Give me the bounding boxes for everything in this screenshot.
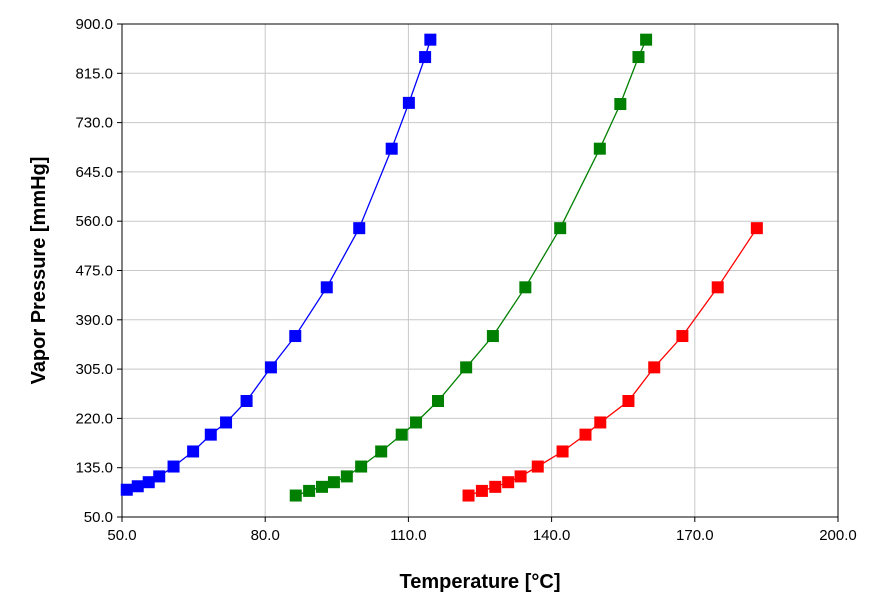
data-point-marker (289, 489, 302, 502)
data-point-marker (316, 480, 329, 493)
series-3 (462, 222, 763, 502)
data-point-marker (355, 460, 368, 473)
x-tick-label: 140.0 (533, 527, 571, 544)
series-1 (120, 33, 437, 496)
data-point-marker (220, 416, 233, 429)
data-point-marker (187, 445, 200, 458)
data-point-marker (340, 470, 353, 483)
data-point-marker (410, 416, 423, 429)
data-point-marker (632, 51, 645, 64)
data-point-marker (204, 428, 217, 441)
y-tick-label: 560.0 (75, 213, 113, 230)
data-point-marker (240, 395, 253, 407)
data-point-marker (514, 470, 527, 483)
data-point-marker (320, 281, 333, 294)
data-point-marker (554, 222, 567, 235)
data-point-marker (676, 330, 689, 343)
data-point-marker (131, 480, 144, 493)
y-tick-label: 135.0 (75, 460, 113, 477)
data-point-marker (556, 445, 569, 458)
y-tick-label: 645.0 (75, 164, 113, 181)
data-point-marker (375, 445, 388, 458)
y-tick-label: 900.0 (75, 16, 113, 33)
data-point-marker (431, 395, 444, 407)
data-point-marker (395, 428, 408, 441)
data-point-marker (264, 361, 277, 374)
y-tick-label: 475.0 (75, 263, 113, 280)
data-point-marker (579, 428, 592, 441)
data-point-marker (614, 98, 627, 111)
data-point-marker (327, 476, 340, 489)
data-point-marker (120, 483, 133, 496)
series-line (295, 39, 647, 497)
y-axis-ticks: 50.0 135.0 220.0 305.0 390.0 475.0 560.0 645.0 7… (75, 16, 122, 526)
data-point-marker (419, 51, 432, 64)
grid (121, 23, 839, 518)
x-tick-label: 170.0 (676, 527, 714, 544)
y-tick-label: 220.0 (75, 410, 113, 427)
data-point-marker (167, 460, 180, 473)
data-point-marker (594, 416, 607, 429)
y-tick-label: 390.0 (75, 312, 113, 329)
data-point-marker (353, 222, 366, 235)
data-point-marker (519, 281, 532, 294)
data-point-marker (460, 361, 473, 374)
data-point-marker (385, 142, 398, 155)
y-tick-label: 50.0 (84, 509, 113, 526)
data-point-marker (750, 222, 763, 235)
data-point-marker (531, 460, 544, 473)
series-line (126, 39, 432, 491)
x-tick-label: 110.0 (390, 527, 426, 544)
data-point-marker (142, 476, 155, 489)
x-axis-ticks: 50.0 80.0 110.0 140.0 170.0 200.0 (107, 517, 857, 544)
data-point-marker (593, 142, 606, 155)
data-point-marker (622, 395, 635, 407)
y-axis-title: Vapor Pressure [mmHg] (28, 157, 50, 385)
data-point-marker (648, 361, 661, 374)
data-point-marker (475, 484, 488, 497)
data-point-marker (402, 96, 415, 109)
series-group (120, 33, 763, 502)
data-point-marker (153, 470, 166, 483)
data-point-marker (486, 330, 499, 343)
x-tick-label: 50.0 (107, 527, 136, 544)
data-point-marker (303, 484, 316, 497)
y-tick-label: 730.0 (75, 115, 113, 132)
data-point-marker (462, 489, 475, 502)
series-2 (289, 33, 653, 502)
data-point-marker (502, 476, 515, 489)
data-point-marker (489, 480, 502, 493)
data-point-marker (711, 281, 724, 294)
y-tick-label: 815.0 (75, 65, 113, 82)
data-point-marker (640, 33, 653, 46)
data-point-marker (424, 33, 437, 46)
y-tick-label: 305.0 (75, 361, 113, 378)
x-tick-label: 200.0 (819, 527, 857, 544)
x-axis-title: Temperature [°C] (400, 571, 561, 593)
x-tick-label: 80.0 (251, 527, 280, 544)
series-line (468, 227, 758, 497)
data-point-marker (289, 330, 302, 343)
